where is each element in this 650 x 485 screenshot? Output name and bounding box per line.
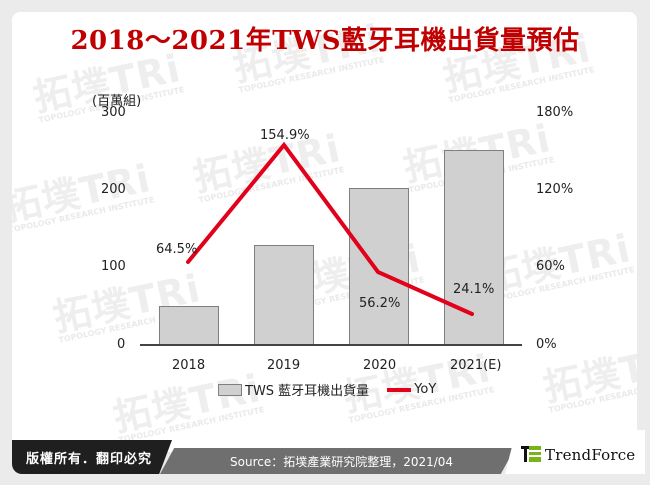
x-axis-label: 2018 <box>172 358 206 373</box>
right-axis-tick: 120% <box>536 182 574 197</box>
legend-bar-label: TWS 藍牙耳機出貨量 <box>245 384 370 399</box>
left-axis-tick: 300 <box>101 105 126 120</box>
trendforce-logo-icon <box>521 446 541 462</box>
legend-bar-swatch <box>218 383 242 396</box>
x-axis-line <box>140 344 522 346</box>
yoy-label-2021e: 24.1% <box>453 282 495 297</box>
bar-2020 <box>349 188 409 345</box>
legend-line-label: YoY <box>414 382 437 397</box>
legend-line-swatch <box>387 387 412 392</box>
yoy-label-2019: 154.9% <box>260 128 310 143</box>
left-axis-unit: (百萬組) <box>92 94 142 109</box>
x-axis-label: 2019 <box>267 358 301 373</box>
copyright-bar: 版權所有．翻印必究 <box>12 440 172 474</box>
chart-title: 2018～2021年TWS藍牙耳機出貨量預估 <box>70 26 580 56</box>
left-axis-tick: 0 <box>117 337 126 352</box>
yoy-label-2020: 56.2% <box>359 296 401 311</box>
right-axis-tick: 0% <box>536 337 557 352</box>
copyright-text: 版權所有．翻印必究 <box>26 452 153 467</box>
left-axis-tick: 200 <box>101 182 126 197</box>
left-axis-tick: 100 <box>101 259 126 274</box>
bar-2019 <box>254 245 314 345</box>
source-bar: Source：拓墣產業研究院整理，2021/04 <box>160 448 515 474</box>
brand-logo: TrendForce <box>505 430 645 474</box>
bar-2021e <box>444 150 504 345</box>
x-axis-label: 2020 <box>363 358 397 373</box>
right-axis-tick: 180% <box>536 105 574 120</box>
legend: TWS 藍牙耳機出貨量 YoY <box>218 380 436 399</box>
brand-name: TrendForce <box>545 446 636 464</box>
yoy-label-2018: 64.5% <box>156 242 198 257</box>
x-axis-label: 2021(E) <box>450 358 502 373</box>
source-text: Source：拓墣產業研究院整理，2021/04 <box>230 455 454 469</box>
right-axis-tick: 60% <box>536 259 565 274</box>
chart-card: 拓墣TRi TOPOLOGY RESEARCH INSTITUTE 拓墣TRi TO… <box>12 12 637 452</box>
bar-2018 <box>159 306 219 345</box>
